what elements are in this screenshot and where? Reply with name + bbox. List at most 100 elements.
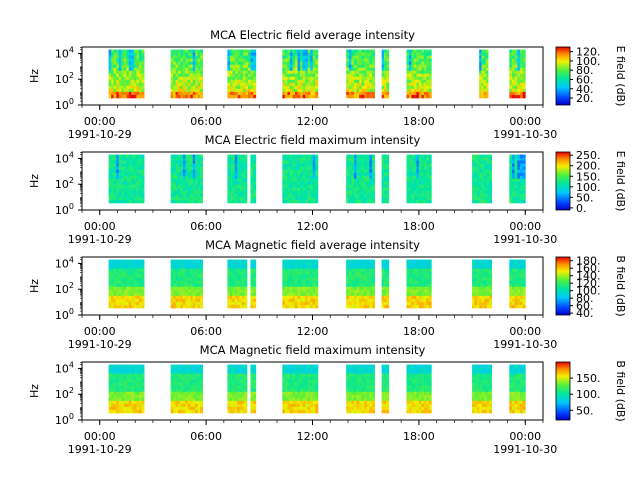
spectrogram-cell <box>511 88 516 93</box>
spectrogram-cell <box>200 259 203 263</box>
spectrogram-cell <box>474 199 478 204</box>
spectrogram-cell <box>287 286 291 291</box>
spectrogram-cell <box>295 301 298 306</box>
spectrogram-cell <box>108 304 112 309</box>
spectrogram-cell <box>484 271 488 276</box>
spectrogram-cell <box>423 196 427 201</box>
spectrogram-cell <box>242 55 246 60</box>
spectrogram-cell <box>356 304 360 309</box>
spectrogram-cell <box>364 79 368 84</box>
spectrogram-cell <box>371 193 375 198</box>
spectrogram-cell <box>235 73 239 78</box>
spectrogram-cell <box>312 160 316 165</box>
spectrogram-cell <box>300 184 304 189</box>
spectrogram-cell <box>180 367 184 372</box>
spectrogram-cell <box>170 376 174 381</box>
spectrogram-cell <box>111 91 115 96</box>
spectrogram-cell <box>200 367 203 372</box>
spectrogram-cell <box>187 166 191 171</box>
spectrogram-cell <box>170 385 174 390</box>
spectrogram-cell <box>131 301 135 306</box>
spectrogram-cell <box>381 88 385 93</box>
spectrogram-cell <box>514 271 518 276</box>
spectrogram-cell <box>123 268 127 273</box>
spectrogram-cell <box>180 169 184 174</box>
spectrogram-cell <box>361 169 365 174</box>
spectrogram-cell <box>118 88 122 93</box>
spectrogram-cell <box>418 157 422 162</box>
spectrogram-cell <box>472 187 475 192</box>
spectrogram-cell <box>366 286 370 291</box>
spectrogram-cell <box>141 160 145 165</box>
spectrogram-cell <box>292 298 296 303</box>
spectrogram-cell <box>138 49 142 53</box>
spectrogram-cell <box>121 190 125 195</box>
spectrogram-cell <box>229 268 233 273</box>
spectrogram-cell <box>423 166 427 171</box>
spectrogram-cell <box>406 163 410 168</box>
spectrogram-cell <box>178 382 181 387</box>
spectrogram-cell <box>413 304 417 309</box>
spectrogram-cell <box>123 160 127 165</box>
spectrogram-cell <box>182 184 186 189</box>
spectrogram-cell <box>413 301 417 306</box>
spectrogram-cell <box>514 193 518 198</box>
spectrogram-cell <box>242 76 246 81</box>
spectrogram-cell <box>369 196 373 201</box>
spectrogram-cell <box>128 91 132 96</box>
spectrogram-cell <box>253 295 257 300</box>
spectrogram-cell <box>300 268 304 273</box>
spectrogram-cell <box>108 385 112 390</box>
spectrogram-cell <box>175 157 179 162</box>
spectrogram-cell <box>476 268 480 273</box>
spectrogram-cell <box>302 196 306 201</box>
spectrogram-cell <box>175 289 179 294</box>
spectrogram-cell <box>348 274 352 279</box>
spectrogram-cell <box>315 58 319 63</box>
spectrogram-cell <box>369 298 373 303</box>
spectrogram-cell <box>170 397 174 402</box>
spectrogram-cell <box>136 49 140 53</box>
spectrogram-cell <box>348 295 352 300</box>
spectrogram-cell <box>116 295 120 300</box>
spectrogram-cell <box>195 175 199 180</box>
spectrogram-cell <box>297 265 301 270</box>
spectrogram-cell <box>421 166 425 171</box>
spectrogram-cell <box>364 64 368 69</box>
spectrogram-cell <box>136 382 140 387</box>
spectrogram-cell <box>197 277 201 282</box>
spectrogram-cell <box>408 52 412 57</box>
spectrogram-cell <box>237 178 240 183</box>
spectrogram-cell <box>428 190 432 195</box>
spectrogram-cell <box>297 94 301 99</box>
spectrogram-cell <box>133 82 137 87</box>
spectrogram-cell <box>187 160 191 165</box>
spectrogram-cell <box>237 58 241 63</box>
spectrogram-cell <box>229 172 233 177</box>
spectrogram-cell <box>111 289 115 294</box>
spectrogram-cell <box>187 271 191 276</box>
spectrogram-cell <box>381 268 385 273</box>
spectrogram-cell <box>111 271 115 276</box>
spectrogram-cell <box>131 196 135 201</box>
spectrogram-cell <box>481 286 485 291</box>
spectrogram-cell <box>108 166 112 171</box>
spectrogram-cell <box>307 199 311 204</box>
spectrogram-cell <box>485 73 489 78</box>
spectrogram-cell <box>421 91 425 96</box>
spectrogram-cell <box>128 184 132 189</box>
spectrogram-cell <box>371 187 375 192</box>
spectrogram-cell <box>282 91 286 96</box>
spectrogram-cell <box>359 82 363 87</box>
spectrogram-cell <box>346 268 350 273</box>
spectrogram-cell <box>178 49 181 53</box>
spectrogram-cell <box>121 283 125 288</box>
spectrogram-cell <box>141 376 145 381</box>
spectrogram-cell <box>200 160 203 165</box>
spectrogram-cell <box>364 301 368 306</box>
spectrogram-cell <box>197 154 201 158</box>
spectrogram-cell <box>242 85 246 90</box>
spectrogram-cell <box>423 88 427 93</box>
spectrogram-cell <box>138 157 142 162</box>
spectrogram-cell <box>180 79 184 84</box>
